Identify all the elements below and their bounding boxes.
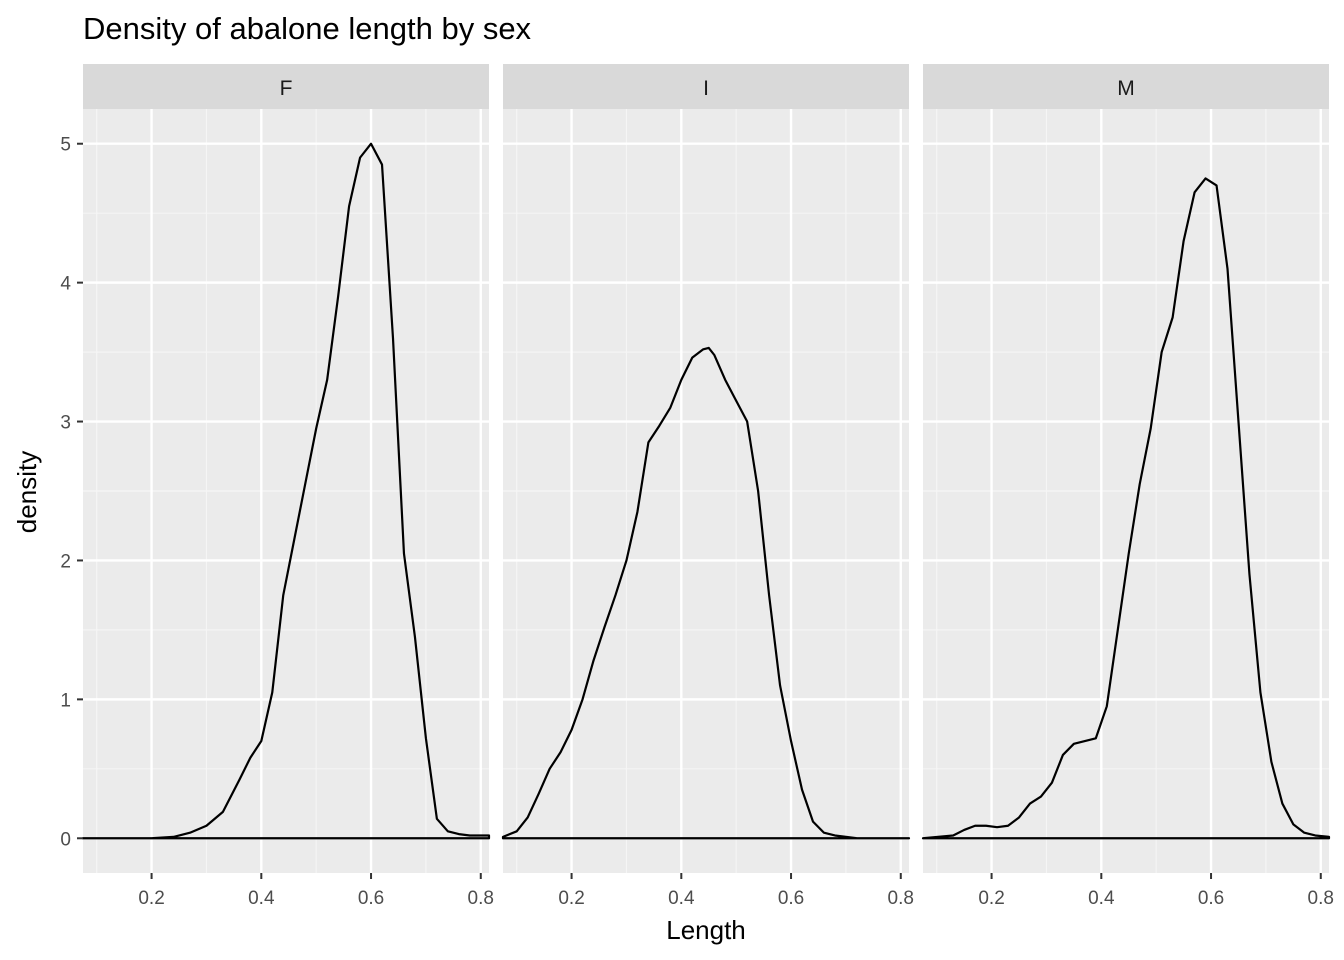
y-tick-label: 0 xyxy=(60,829,71,850)
x-axis-title: Length xyxy=(666,915,746,945)
y-tick-label: 3 xyxy=(60,413,71,434)
chart-title: Density of abalone length by sex xyxy=(83,11,532,46)
y-tick-label: 2 xyxy=(60,551,71,572)
facet-strip xyxy=(923,64,1329,109)
x-tick-label: 0.8 xyxy=(468,888,494,909)
y-tick-label: 4 xyxy=(60,274,71,295)
x-tick-label: 0.2 xyxy=(558,888,584,909)
y-axis-ticks: 0 1 2 3 4 5 xyxy=(60,135,83,850)
y-tick-label: 5 xyxy=(60,135,71,156)
x-tick-label: 0.6 xyxy=(778,888,804,909)
x-tick-label: 0.8 xyxy=(888,888,914,909)
x-tick-label: 0.2 xyxy=(138,888,164,909)
x-tick-label: 0.6 xyxy=(1198,888,1224,909)
x-tick-label: 0.4 xyxy=(1088,888,1115,909)
x-tick-label: 0.2 xyxy=(978,888,1004,909)
density-line-f xyxy=(81,142,491,840)
density-line-i xyxy=(501,346,911,840)
facet-strip-label: I xyxy=(703,77,709,100)
x-tick-label: 0.6 xyxy=(358,888,384,909)
facet-strip xyxy=(503,64,909,109)
x-axis-ticks: 0.2 0.4 0.6 0.8 0.2 0.4 0.6 0.8 0.2 0.4 0.6 0.8 xyxy=(138,873,1334,909)
y-tick-label: 1 xyxy=(60,690,71,711)
facet-strip-label: M xyxy=(1117,77,1135,100)
facet-panel-m: M xyxy=(921,64,1331,873)
facet-strip xyxy=(83,64,489,109)
x-tick-label: 0.4 xyxy=(248,888,275,909)
y-axis-title: density xyxy=(12,451,42,533)
facet-panel-f: F xyxy=(81,64,491,873)
x-tick-label: 0.8 xyxy=(1308,888,1334,909)
x-tick-label: 0.4 xyxy=(668,888,695,909)
facet-panel-i: I xyxy=(501,64,911,873)
facet-strip-label: F xyxy=(280,77,293,100)
density-line-m xyxy=(921,177,1331,840)
